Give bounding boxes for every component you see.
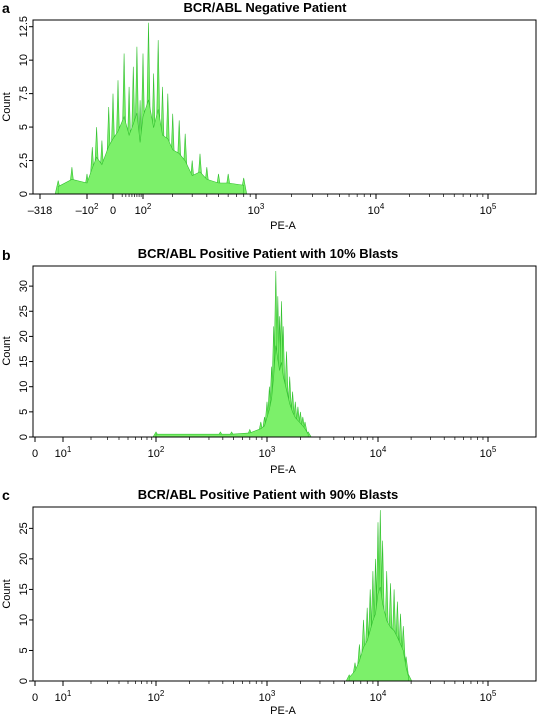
chart-title: BCR/ABL Negative Patient [183, 0, 347, 15]
x-tick-label: 103 [248, 202, 265, 217]
plot-frame [32, 506, 537, 682]
histogram-envelope [155, 345, 309, 438]
x-tick-label: 101 [55, 689, 72, 704]
y-tick-label: 15 [18, 583, 30, 595]
y-tick-label: 2.5 [18, 153, 30, 168]
y-tick-label: 15 [18, 355, 30, 367]
panel-a: a BCR/ABL Negative Patient Count PE-A 0 2… [1, 0, 537, 232]
plot-frame [32, 19, 537, 195]
y-tick-label: 0 [18, 434, 30, 440]
panel-letter: b [2, 247, 11, 263]
panel-b: b BCR/ABL Positive Patient with 10% Blas… [1, 246, 537, 476]
x-axis-label: PE-A [270, 705, 296, 717]
y-tick-label: 5 [18, 124, 30, 130]
histogram-series [152, 270, 312, 438]
y-axis-label: Count [1, 336, 13, 365]
y-tick-label: 10 [18, 381, 30, 393]
panel-letter: c [2, 487, 10, 503]
y-tick-label: 5 [18, 409, 30, 415]
y-tick-label: 20 [18, 330, 30, 342]
chart-title: BCR/ABL Positive Patient with 10% Blasts [138, 246, 399, 261]
y-tick-label: 25 [18, 305, 30, 317]
y-tick-label: 10 [18, 614, 30, 626]
x-tick-label: 105 [480, 445, 497, 460]
x-tick-label: 101 [55, 445, 72, 460]
histogram-envelope [57, 99, 244, 195]
x-tick-label: 102 [148, 689, 165, 704]
panel-letter: a [2, 0, 10, 16]
histogram-series [345, 510, 413, 682]
y-tick-label: 0 [18, 191, 30, 197]
panel-c: c BCR/ABL Positive Patient with 90% Blas… [1, 487, 537, 717]
histogram-series [54, 22, 248, 195]
plot-frame [32, 265, 537, 438]
x-tick-label: 105 [480, 689, 497, 704]
x-tick-label: 0 [32, 448, 38, 460]
x-tick-label: 104 [370, 445, 387, 460]
x-tick-label: 105 [480, 202, 497, 217]
y-tick-label: 5 [18, 647, 30, 653]
x-tick-label: 103 [259, 445, 276, 460]
x-tick-label: 104 [370, 689, 387, 704]
x-axis-label: PE-A [270, 464, 296, 476]
x-tick-label: 104 [368, 202, 385, 217]
y-tick-label: 0 [18, 678, 30, 684]
y-tick-label: 25 [18, 522, 30, 534]
x-tick-label: 103 [259, 689, 276, 704]
y-axis-label: Count [1, 579, 13, 608]
y-tick-label: 20 [18, 553, 30, 565]
chart-title: BCR/ABL Positive Patient with 90% Blasts [138, 487, 399, 502]
y-tick-label: 30 [18, 280, 30, 292]
x-tick-label: 0 [110, 205, 116, 217]
x-tick-label: –102 [76, 202, 99, 217]
y-tick-label: 7.5 [18, 86, 30, 101]
x-tick-label: 0 [32, 692, 38, 704]
histogram-envelope [348, 586, 409, 682]
x-axis-label: PE-A [270, 220, 296, 232]
y-tick-label: 10 [18, 54, 30, 66]
y-axis-label: Count [1, 92, 13, 121]
x-tick-label: –318 [28, 205, 52, 217]
y-tick-label: 12.5 [18, 16, 30, 37]
x-tick-label: 102 [148, 445, 165, 460]
x-tick-label: 102 [135, 202, 152, 217]
